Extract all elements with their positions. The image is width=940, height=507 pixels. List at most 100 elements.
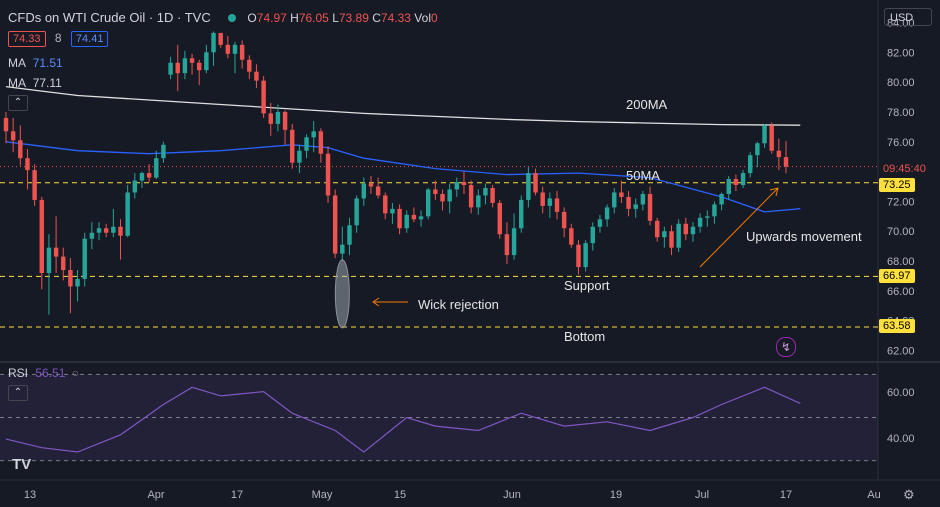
ma200-annotation: 200MA xyxy=(626,97,668,112)
ma2-legend[interactable]: MA 77.11 xyxy=(8,76,62,90)
candle-body xyxy=(211,32,216,53)
candle-body xyxy=(554,198,560,212)
candle-body xyxy=(762,125,767,144)
candle-body xyxy=(411,214,417,220)
candle-body xyxy=(669,231,674,248)
candle-body xyxy=(247,59,252,72)
candle-body xyxy=(383,195,388,214)
candle-body xyxy=(769,125,774,151)
ma50-line xyxy=(5,141,801,213)
rsi-tick-40: 40.00 xyxy=(887,433,915,445)
low-value: 73.89 xyxy=(338,11,369,25)
candle-body xyxy=(3,117,9,132)
upwards-arrow-line xyxy=(699,187,779,268)
collapse-legend-button[interactable]: ⌃ xyxy=(8,95,28,111)
price-tick-label: 84.00 xyxy=(887,17,915,29)
candle-body xyxy=(540,192,545,206)
candle-body xyxy=(690,226,696,235)
visibility-icon[interactable]: ○ xyxy=(71,366,79,380)
vol-value: 0 xyxy=(430,11,438,25)
candle-body xyxy=(175,62,180,74)
candle-body xyxy=(318,131,324,154)
candle-body xyxy=(189,58,195,63)
level-badge-3: 63.58 xyxy=(879,319,915,333)
candle-body xyxy=(533,173,538,193)
time-tick-label: 19 xyxy=(610,489,622,501)
candle-body xyxy=(82,238,87,279)
candle-body xyxy=(719,193,724,205)
chevron-up-icon: ⌃ xyxy=(13,387,23,398)
symbol-header: CFDs on WTI Crude Oil · 1D · TVC O74.97 … xyxy=(8,10,438,25)
candle-body xyxy=(282,111,288,130)
wick-arrow-head xyxy=(372,297,380,307)
time-tick-label: May xyxy=(312,489,333,501)
candle-body xyxy=(390,208,395,214)
ma1-label: MA xyxy=(8,56,26,70)
price-tick-label: 68.00 xyxy=(887,256,915,268)
candle-body xyxy=(418,216,424,220)
countdown-badge: 09:45:40 xyxy=(879,162,930,176)
spread-value: 8 xyxy=(54,31,62,45)
candle-body xyxy=(196,62,202,71)
candle-body xyxy=(468,185,474,208)
collapse-rsi-button[interactable]: ⌃ xyxy=(8,385,28,401)
candle-body xyxy=(476,195,481,208)
lightning-icon[interactable]: ↯ xyxy=(776,337,796,357)
candle-body xyxy=(168,62,173,75)
symbol-title[interactable]: CFDs on WTI Crude Oil · 1D · TVC xyxy=(8,10,211,25)
candle-body xyxy=(569,228,574,245)
upwards-arrow-head xyxy=(769,187,779,197)
candle-body xyxy=(254,71,259,81)
time-tick-label: Au xyxy=(867,489,880,501)
candle-body xyxy=(740,173,746,186)
currency-value: USD xyxy=(890,12,914,24)
candle-body xyxy=(662,231,667,238)
candle-body xyxy=(297,150,302,163)
candle-body xyxy=(683,223,689,235)
market-status-dot xyxy=(228,14,237,22)
rsi-legend[interactable]: RSI 56.51 ○ xyxy=(8,366,79,380)
candle-body xyxy=(39,199,44,273)
candle-body xyxy=(483,188,488,196)
time-tick-label: 17 xyxy=(780,489,792,501)
currency-select[interactable]: USD xyxy=(884,8,932,26)
candle-body xyxy=(368,183,374,187)
candle-body xyxy=(676,223,681,248)
tradingview-logo-icon[interactable]: TV xyxy=(12,456,32,473)
low-label: L xyxy=(332,11,339,25)
candle-body xyxy=(697,217,703,227)
candle-body xyxy=(68,270,73,287)
candle-body xyxy=(776,150,782,158)
candle-body xyxy=(755,143,760,156)
ma1-legend[interactable]: MA 71.51 xyxy=(8,56,63,70)
candle-body xyxy=(103,228,109,233)
candle-body xyxy=(511,228,517,256)
price-tick-label: 70.00 xyxy=(887,226,915,238)
ask-box[interactable]: 74.41 xyxy=(70,31,109,47)
candle-body xyxy=(304,137,309,151)
time-tick-label: Jul xyxy=(695,489,709,501)
candle-body xyxy=(726,179,731,194)
rsi-tick-60: 60.00 xyxy=(887,387,915,399)
settings-gear-icon[interactable]: ⚙ xyxy=(903,487,915,502)
upwards-annotation: Upwards movement xyxy=(746,229,862,244)
candle-body xyxy=(89,232,95,239)
candle-body xyxy=(290,129,295,163)
candle-body xyxy=(18,140,23,159)
candle-body xyxy=(654,220,660,238)
candle-body xyxy=(118,226,123,236)
rsi-label: RSI xyxy=(8,366,29,380)
candle-body xyxy=(583,243,588,268)
bid-box[interactable]: 74.33 xyxy=(8,31,46,47)
support-annotation: Support xyxy=(564,278,610,293)
candle-body xyxy=(154,158,159,178)
candle-body xyxy=(182,58,188,74)
time-tick-label: Jun xyxy=(503,489,521,501)
candle-body xyxy=(139,173,145,181)
ma50-annotation: 50MA xyxy=(626,168,660,183)
price-tick-label: 76.00 xyxy=(887,137,915,149)
candle-body xyxy=(161,144,166,159)
candle-body xyxy=(239,44,245,60)
candle-body xyxy=(96,228,102,233)
